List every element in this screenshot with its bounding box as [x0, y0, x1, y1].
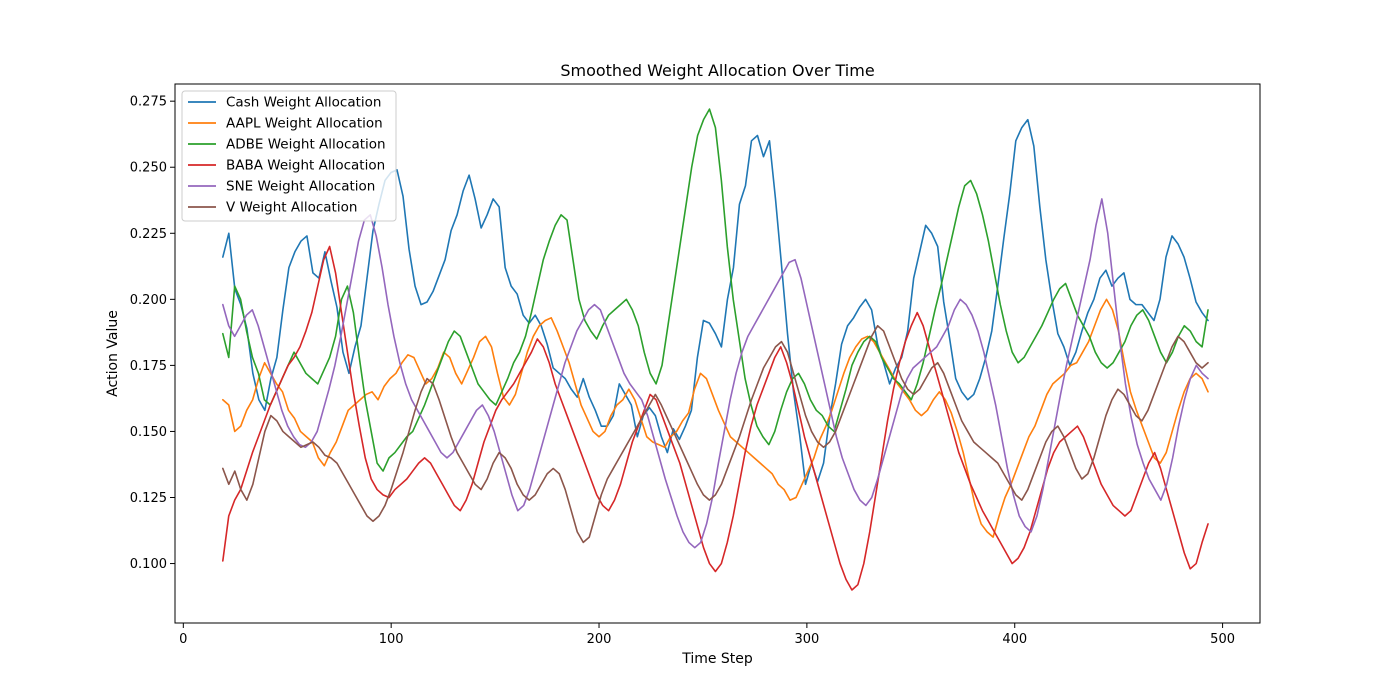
- legend-label-5: V Weight Allocation: [226, 200, 357, 216]
- series-line-1: [222, 298, 1209, 538]
- legend-label-3: BABA Weight Allocation: [226, 158, 385, 174]
- legend-label-0: Cash Weight Allocation: [226, 95, 381, 111]
- y-tick-label-4: 0.200: [130, 293, 167, 308]
- plot-frame: [174, 83, 1261, 624]
- legend-label-2: ADBE Weight Allocation: [226, 137, 386, 153]
- y-axis: 0.100 0.125 0.150 0.175 0.200 0.225 0.250 0.275: [130, 95, 175, 572]
- legend-box: [181, 90, 397, 222]
- series-line-5: [222, 324, 1209, 544]
- x-tick-label-2: 200: [587, 632, 612, 647]
- x-tick-label-4: 400: [1002, 632, 1027, 647]
- chart-title: Smoothed Weight Allocation Over Time: [560, 61, 874, 80]
- x-tick-label-0: 0: [179, 632, 187, 647]
- y-tick-label-0: 0.100: [130, 557, 167, 572]
- x-tick-label-5: 500: [1210, 632, 1235, 647]
- legend: Cash Weight Allocation AAPL Weight Alloca…: [181, 90, 397, 222]
- series-line-2: [222, 108, 1209, 472]
- y-tick-label-5: 0.225: [130, 227, 167, 242]
- x-axis: 0 100 200 300 400 500: [179, 623, 1235, 647]
- legend-label-1: AAPL Weight Allocation: [226, 116, 383, 132]
- y-axis-label: Action Value: [105, 310, 121, 397]
- y-tick-label-7: 0.275: [130, 95, 167, 110]
- legend-label-4: SNE Weight Allocation: [226, 179, 375, 195]
- x-tick-label-1: 100: [379, 632, 404, 647]
- series-line-4: [222, 198, 1209, 549]
- x-tick-label-3: 300: [794, 632, 819, 647]
- y-tick-label-3: 0.175: [130, 359, 167, 374]
- x-axis-label: Time Step: [681, 651, 753, 667]
- y-tick-label-1: 0.125: [130, 491, 167, 506]
- y-tick-label-2: 0.150: [130, 425, 167, 440]
- y-tick-label-6: 0.250: [130, 161, 167, 176]
